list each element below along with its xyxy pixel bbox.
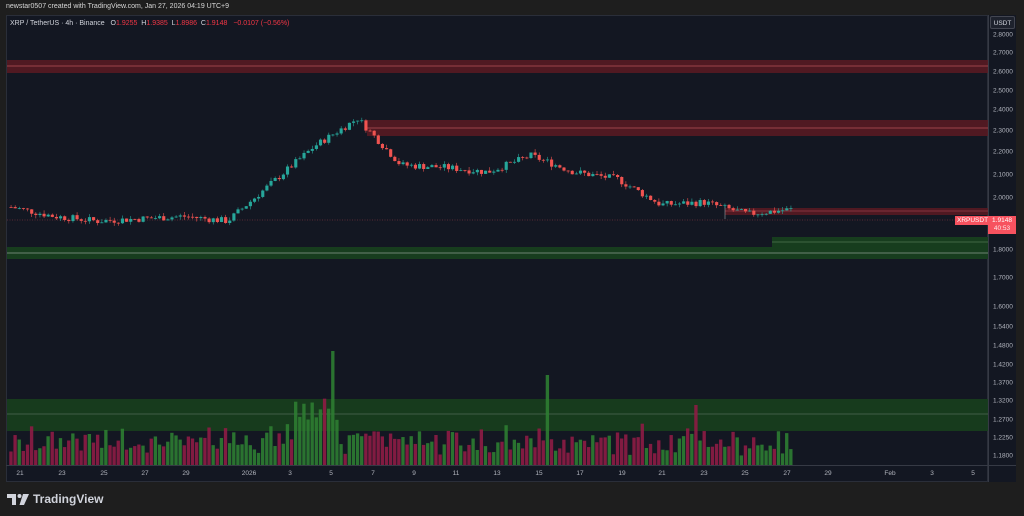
time-tick: 23 [700, 470, 708, 477]
time-tick: 9 [412, 470, 416, 477]
candles [9, 117, 793, 226]
time-tick: 23 [58, 470, 66, 477]
last-price: 1.9148 [992, 217, 1012, 224]
price-tick: 2.6000 [993, 68, 1013, 76]
ohlc-legend: XRP / TetherUS · 4h · Binance O1.9255 H1… [10, 20, 289, 27]
price-tick: 1.6000 [993, 303, 1013, 311]
time-tick: 5 [329, 470, 333, 477]
time-tick: 7 [371, 470, 375, 477]
symbol-label[interactable]: XRP / TetherUS · 4h · Binance [10, 20, 105, 27]
price-tick: 1.2700 [993, 416, 1013, 424]
price-tick: 2.3000 [993, 127, 1013, 135]
price-tick: 2.8000 [993, 31, 1013, 39]
change-value: −0.0107 (−0.56%) [233, 20, 290, 27]
low-value: 1.8986 [175, 20, 197, 27]
price-tick: 1.5400 [993, 323, 1013, 331]
high-value: 1.9385 [146, 20, 168, 27]
time-tick: 21 [16, 470, 24, 477]
price-tick: 1.1800 [993, 452, 1013, 460]
time-tick: 21 [658, 470, 666, 477]
time-tick: 13 [493, 470, 501, 477]
price-tick: 2.4000 [993, 106, 1013, 114]
time-tick: 27 [783, 470, 791, 477]
price-tick: 2.7000 [993, 49, 1013, 57]
price-tick: 1.2250 [993, 434, 1013, 442]
price-tick: 2.2000 [993, 148, 1013, 156]
high-label: H [141, 20, 147, 27]
price-tick: 1.4800 [993, 342, 1013, 350]
tradingview-logo-icon [7, 493, 29, 505]
currency-button[interactable]: USDT [990, 16, 1015, 29]
chart-credit: newstar0507 created with TradingView.com… [6, 3, 230, 10]
price-tick: 2.0000 [993, 194, 1013, 202]
tradingview-logo[interactable]: TradingView [7, 492, 103, 506]
time-tick: 19 [618, 470, 626, 477]
low-label: L [171, 20, 176, 27]
price-tick: 1.8000 [993, 246, 1013, 254]
time-tick: 3 [930, 470, 934, 477]
symbol-price-tag: XRPUSDT [955, 216, 991, 225]
candlestick-chart[interactable] [7, 16, 988, 465]
time-tick: 11 [452, 470, 460, 477]
tradingview-logo-text: TradingView [33, 492, 104, 506]
time-tick: 25 [100, 470, 108, 477]
price-axis[interactable]: 2.8000 2.7000 2.6000 2.5000 2.4000 2.300… [988, 15, 1016, 465]
open-label: O [110, 20, 116, 27]
time-tick: Feb [884, 470, 896, 477]
axis-corner [988, 465, 1016, 482]
price-tick: 2.5000 [993, 87, 1013, 95]
last-price-label: 1.9148 40:53 [988, 216, 1016, 234]
price-tick: 1.7000 [993, 274, 1013, 282]
price-tick: 2.1000 [993, 171, 1013, 179]
price-tick: 1.3200 [993, 397, 1013, 405]
time-tick: 2026 [241, 470, 257, 477]
price-tick: 1.4200 [993, 361, 1013, 369]
open-value: 1.9255 [115, 20, 138, 27]
time-tick: 5 [971, 470, 975, 477]
time-tick: 17 [576, 470, 584, 477]
time-axis[interactable]: 21 23 25 27 29 2026 3 5 7 9 11 13 15 17 … [6, 465, 988, 482]
time-tick: 27 [141, 470, 149, 477]
time-tick: 29 [182, 470, 190, 477]
close-label: C [200, 20, 206, 27]
volume-bars [9, 351, 793, 465]
bar-countdown: 40:53 [993, 225, 1011, 232]
time-tick: 3 [288, 470, 292, 477]
price-tick: 1.3700 [993, 379, 1013, 387]
time-tick: 25 [741, 470, 749, 477]
time-tick: 29 [824, 470, 832, 477]
close-value: 1.9148 [205, 20, 228, 27]
time-tick: 15 [535, 470, 543, 477]
zones [7, 60, 988, 431]
